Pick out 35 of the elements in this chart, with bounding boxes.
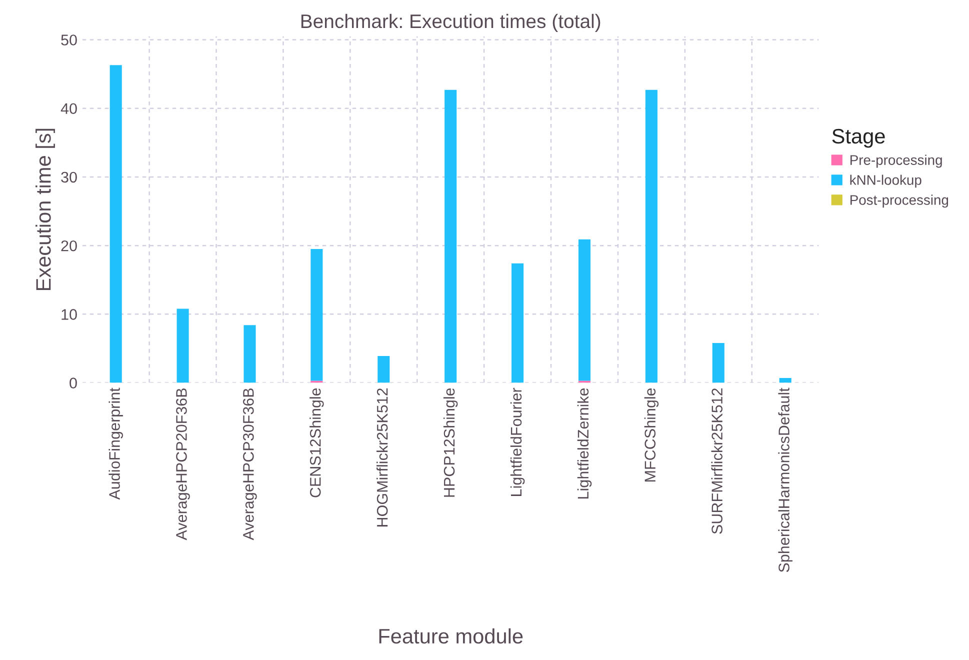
y-tick-label: 40: [60, 103, 77, 114]
y-axis-title: Execution time [s]: [36, 128, 55, 290]
bar: [310, 249, 323, 381]
bar: [779, 378, 792, 383]
x-tick-label: AudioFingerprint: [108, 388, 123, 500]
bar: [244, 325, 256, 383]
y-tick-label: 30: [61, 172, 77, 183]
x-tick-label: HOGMirflickr25K512: [376, 388, 388, 526]
x-tick-label: SphericalHarmonicsDefault: [778, 388, 792, 572]
x-tick-label: LightfieldFourier: [510, 388, 525, 496]
x-tick-label: LightfieldZernike: [577, 388, 592, 498]
bar: [110, 65, 122, 383]
y-tick-label: 0: [70, 378, 77, 388]
bar: [378, 356, 390, 383]
legend-label: Post-processing: [850, 194, 948, 208]
bar: [444, 90, 457, 383]
legend-label: Pre-processing: [850, 154, 942, 168]
bar: [176, 308, 189, 383]
x-tick-label: SURFMirflickr25K512: [711, 388, 722, 534]
x-tick-label: AverageHPCP20F36B: [176, 388, 190, 540]
y-tick-label: 50: [61, 34, 77, 46]
bar: [578, 239, 591, 381]
y-tick-label: 20: [61, 240, 77, 252]
bar: [712, 343, 724, 383]
x-tick-label: AverageHPCP30F36B: [243, 388, 257, 540]
x-tick-label: CENS12Shingle: [310, 388, 324, 498]
bar: [645, 90, 658, 383]
bar: [512, 263, 524, 383]
y-tick-label: 10: [62, 309, 77, 320]
legend-title: Stage: [832, 128, 885, 148]
legend-label: kNN-lookup: [850, 174, 922, 188]
x-tick-label: HPCP12Shingle: [443, 388, 458, 497]
x-axis-title: Feature module: [379, 628, 523, 644]
x-tick-label: MFCCShingle: [644, 388, 659, 482]
chart-title: Benchmark: Execution times (total): [301, 14, 600, 32]
